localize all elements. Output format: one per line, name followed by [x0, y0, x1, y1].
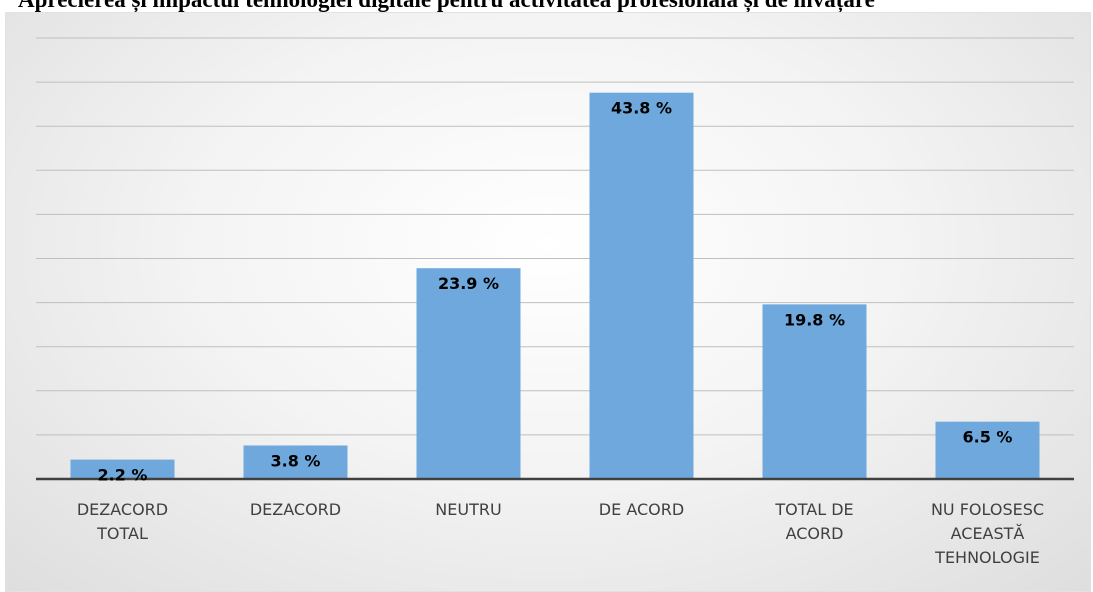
chart-area: [5, 12, 1091, 592]
data-labels: 2.2 % 3.8 % 23.9 % 43.8 % 19.8 % 6.5 %: [98, 99, 1013, 485]
chart-title-strip: Aprecierea și impactul tehnologiei digit…: [0, 0, 1093, 12]
data-label: 43.8 %: [611, 99, 672, 118]
bar: [243, 445, 348, 479]
chart-title: Aprecierea și impactul tehnologiei digit…: [18, 0, 875, 12]
bar: [935, 421, 1040, 479]
category-label: DEZACORD: [250, 500, 341, 519]
category-label: DEZACORD TOTAL: [77, 500, 168, 543]
category-label: DE ACORD: [599, 500, 684, 519]
data-label: 2.2 %: [98, 466, 148, 485]
data-label: 6.5 %: [963, 428, 1013, 447]
data-label: 3.8 %: [271, 451, 321, 470]
category-labels: DEZACORD TOTAL DEZACORD NEUTRU DE ACORD TOTAL…: [77, 500, 1044, 567]
category-label: NU FOLOSESC ACEASTĂ TEHNOLOGIE: [931, 500, 1044, 567]
data-label: 23.9 %: [438, 274, 499, 293]
bar: [416, 268, 521, 479]
bar: [589, 92, 694, 480]
category-label: TOTAL DE ACORD: [774, 500, 853, 543]
bars: [70, 92, 1040, 480]
category-label: NEUTRU: [435, 500, 501, 519]
bar: [70, 459, 175, 479]
gridlines: [36, 37, 1074, 436]
bar: [762, 304, 867, 479]
data-label: 19.8 %: [784, 310, 845, 329]
